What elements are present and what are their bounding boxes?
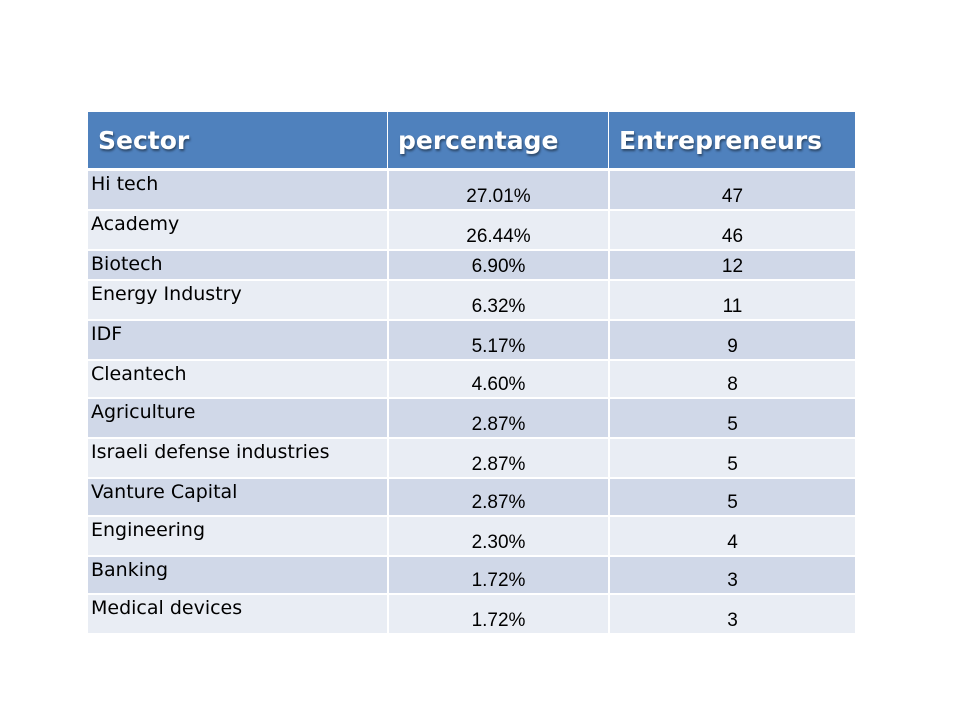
percentage-value: 2.30% (471, 532, 526, 553)
table-row: Banking 1.72% 3 (88, 557, 855, 595)
entrepreneurs-value: 9 (727, 336, 738, 357)
table-row: Hi tech 27.01% 47 (88, 171, 855, 211)
entrepreneurs-cell: 9 (608, 321, 855, 359)
entrepreneurs-value: 3 (727, 570, 738, 591)
table-row: Agriculture 2.87% 5 (88, 399, 855, 439)
table-row: Engineering 2.30% 4 (88, 517, 855, 557)
sector-cell: Israeli defense industries (88, 439, 387, 477)
sector-cell: IDF (88, 321, 387, 359)
percentage-cell: 6.32% (387, 281, 608, 319)
table-row: Israeli defense industries 2.87% 5 (88, 439, 855, 479)
entrepreneurs-value: 46 (721, 226, 744, 247)
percentage-value: 2.87% (471, 454, 526, 475)
sector-label: Banking (91, 559, 169, 581)
percentage-value: 6.32% (471, 296, 526, 317)
percentage-value: 2.87% (471, 492, 526, 513)
sector-label: IDF (91, 323, 123, 345)
entrepreneurs-value: 5 (727, 492, 738, 513)
header-entrepreneurs: Entrepreneurs (608, 112, 855, 168)
entrepreneurs-cell: 11 (608, 281, 855, 319)
sector-cell: Energy Industry (88, 281, 387, 319)
percentage-cell: 27.01% (387, 171, 608, 209)
table-header-row: Sector percentage Entrepreneurs (88, 112, 855, 168)
entrepreneurs-value: 3 (727, 610, 738, 631)
sector-label: Energy Industry (91, 283, 242, 305)
sector-cell: Medical devices (88, 595, 387, 633)
sector-label: Academy (91, 213, 180, 235)
sector-label: Engineering (91, 519, 205, 541)
entrepreneurs-cell: 12 (608, 251, 855, 279)
entrepreneurs-cell: 8 (608, 361, 855, 397)
percentage-cell: 4.60% (387, 361, 608, 397)
percentage-cell: 2.30% (387, 517, 608, 555)
table-row: Vanture Capital 2.87% 5 (88, 479, 855, 517)
sector-label: Biotech (91, 253, 163, 275)
entrepreneurs-cell: 3 (608, 595, 855, 633)
table-body: Hi tech 27.01% 47 Academy 26.44% 46 Biotech 6.9… (88, 171, 855, 635)
entrepreneurs-cell: 5 (608, 439, 855, 477)
header-percentage: percentage (387, 112, 608, 168)
percentage-cell: 26.44% (387, 211, 608, 249)
sector-label: Vanture Capital (91, 481, 238, 503)
entrepreneurs-value: 4 (727, 532, 738, 553)
entrepreneurs-cell: 4 (608, 517, 855, 555)
sector-cell: Engineering (88, 517, 387, 555)
sector-cell: Academy (88, 211, 387, 249)
table-row: Energy Industry 6.32% 11 (88, 281, 855, 321)
sector-label: Hi tech (91, 173, 159, 195)
sector-label: Agriculture (91, 401, 196, 423)
entrepreneurs-cell: 46 (608, 211, 855, 249)
percentage-value: 27.01% (466, 186, 531, 207)
table-row: Cleantech 4.60% 8 (88, 361, 855, 399)
entrepreneurs-value: 11 (722, 296, 743, 317)
sector-label: Medical devices (91, 597, 243, 619)
sector-cell: Agriculture (88, 399, 387, 437)
sector-cell: Hi tech (88, 171, 387, 209)
percentage-cell: 1.72% (387, 557, 608, 593)
percentage-value: 6.90% (471, 256, 526, 277)
entrepreneurs-value: 5 (727, 454, 738, 475)
percentage-value: 1.72% (471, 570, 526, 591)
entrepreneurs-value: 8 (727, 374, 738, 395)
percentage-cell: 2.87% (387, 399, 608, 437)
percentage-cell: 2.87% (387, 479, 608, 515)
percentage-value: 4.60% (471, 374, 526, 395)
sector-cell: Biotech (88, 251, 387, 279)
percentage-value: 26.44% (466, 226, 531, 247)
entrepreneurs-cell: 3 (608, 557, 855, 593)
percentage-cell: 5.17% (387, 321, 608, 359)
entrepreneurs-cell: 47 (608, 171, 855, 209)
sector-cell: Cleantech (88, 361, 387, 397)
percentage-value: 2.87% (471, 414, 526, 435)
sector-label: Israeli defense industries (91, 441, 330, 463)
sector-label: Cleantech (91, 363, 187, 385)
entrepreneurs-cell: 5 (608, 479, 855, 515)
entrepreneurs-value: 47 (721, 186, 744, 207)
table-row: IDF 5.17% 9 (88, 321, 855, 361)
table-row: Academy 26.44% 46 (88, 211, 855, 251)
percentage-cell: 1.72% (387, 595, 608, 633)
table-row: Biotech 6.90% 12 (88, 251, 855, 281)
sector-cell: Vanture Capital (88, 479, 387, 515)
percentage-value: 1.72% (471, 610, 526, 631)
header-sector: Sector (88, 112, 387, 168)
percentage-cell: 2.87% (387, 439, 608, 477)
percentage-value: 5.17% (471, 336, 526, 357)
entrepreneurs-value: 5 (727, 414, 738, 435)
table-row: Medical devices 1.72% 3 (88, 595, 855, 635)
sector-cell: Banking (88, 557, 387, 593)
entrepreneurs-value: 12 (721, 256, 744, 277)
entrepreneurs-cell: 5 (608, 399, 855, 437)
percentage-cell: 6.90% (387, 251, 608, 279)
